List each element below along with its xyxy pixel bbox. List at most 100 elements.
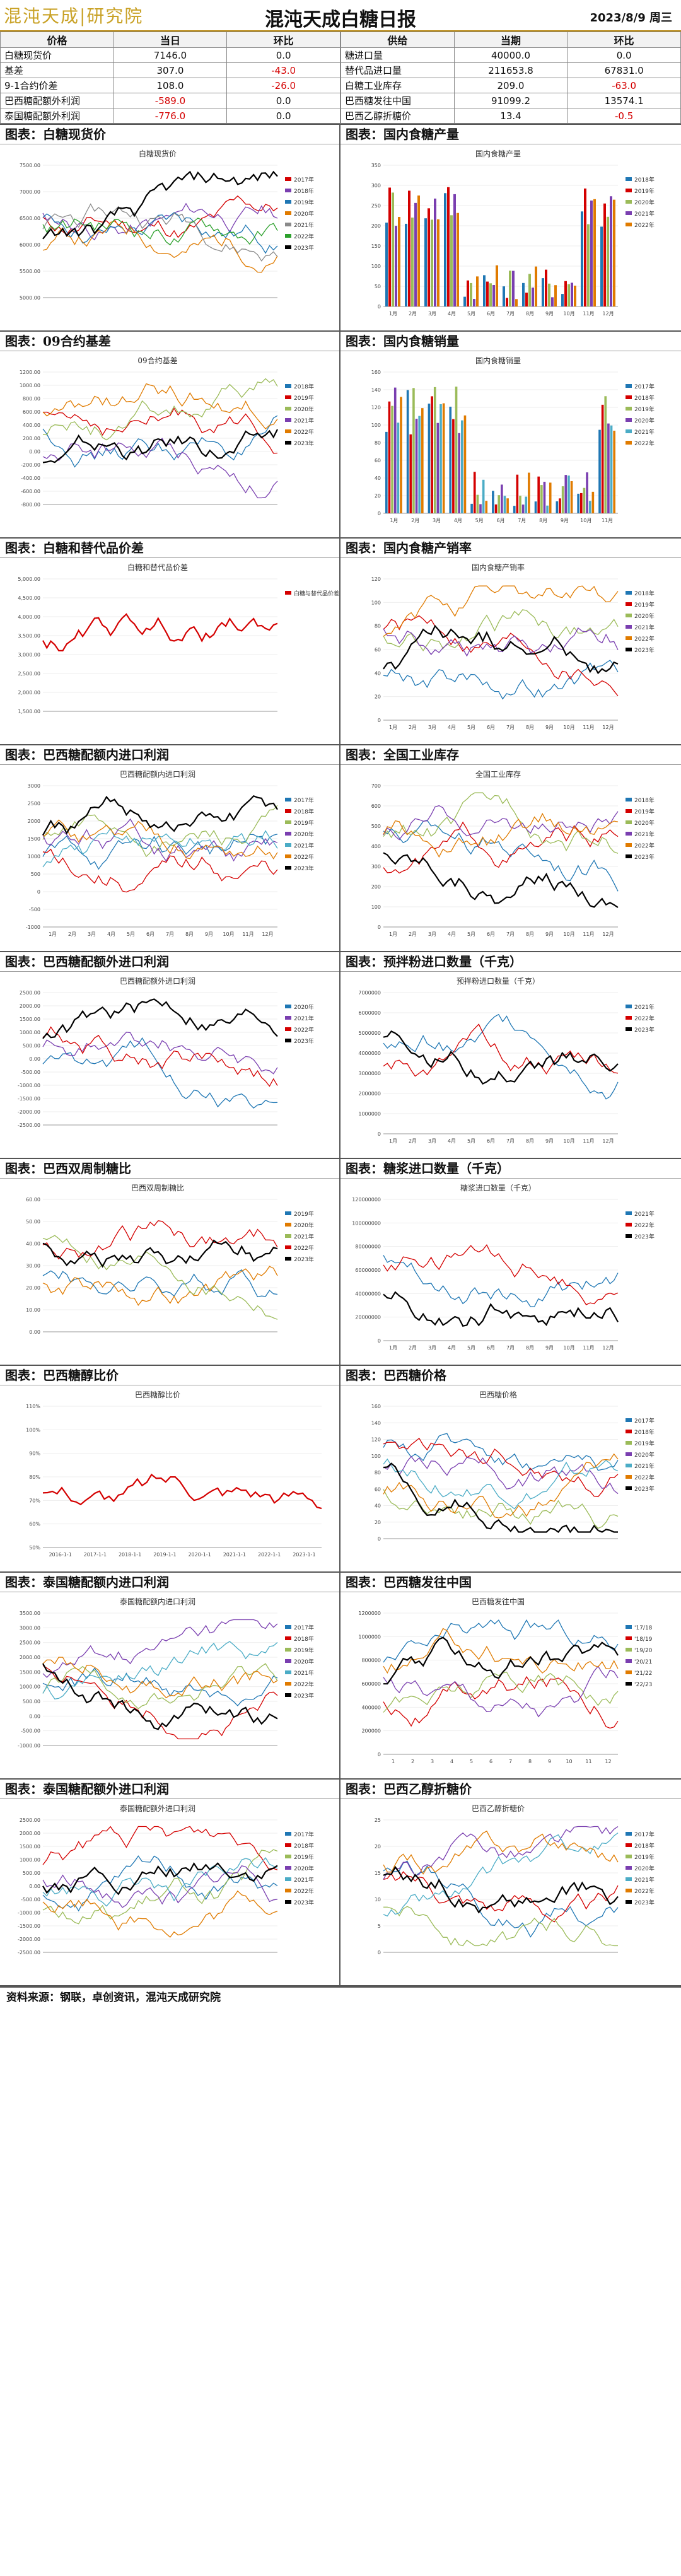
y-tick-label: -2500.00 — [18, 1950, 40, 1955]
bar-mark — [436, 423, 439, 513]
bar-mark — [476, 494, 479, 513]
series-line — [383, 1636, 619, 1685]
legend-swatch — [626, 418, 632, 422]
y-tick-label: 110% — [26, 1404, 40, 1409]
x-tick-label: 6月 — [487, 1138, 495, 1144]
legend-swatch — [626, 832, 632, 836]
y-tick-label: -1000.00 — [18, 1743, 40, 1749]
legend-label: 2022年 — [294, 1887, 314, 1895]
bar-mark — [424, 218, 427, 306]
y-tick-label: 3,000.00 — [18, 652, 40, 658]
legend-label: 2020年 — [634, 612, 655, 620]
legend-label: 2023年 — [634, 1899, 655, 1906]
legend-swatch — [626, 1636, 632, 1640]
y-tick-label: 1000 — [28, 854, 40, 860]
legend-swatch — [626, 1452, 632, 1456]
bar-mark — [593, 199, 596, 306]
row-value: 307.0 — [113, 62, 228, 78]
x-tick-label: 5 — [470, 1759, 473, 1764]
chart-svg: 泰国糖配额外进口利润 -2500.00 -2000.00 -1500.00 -1000.… — [18, 1804, 314, 1955]
bar-mark — [568, 284, 570, 306]
row-change: -26.0 — [226, 78, 340, 93]
bar-mark — [458, 433, 460, 513]
bar-mark — [549, 482, 552, 513]
chart-svg: 国内食糖产量 0 50 100 150 200 250 300 350 1月 2月 3月 4月 5月 6月 7… — [371, 149, 655, 317]
row-label: 白糖工业库存 — [340, 78, 455, 93]
legend-label: 2018年 — [294, 1842, 314, 1850]
legend-label: 2020年 — [634, 1865, 655, 1872]
legend-swatch — [285, 1670, 291, 1674]
y-tick-label: 500 — [371, 824, 381, 829]
bar-mark — [561, 486, 564, 513]
x-tick-label: 5月 — [475, 518, 484, 523]
chart-svg: 巴西乙醇折糖价 0 5 10 15 20 25 2017年 2018年 2019年 2020年 202… — [375, 1804, 655, 1955]
x-tick-label: 4月 — [448, 1138, 456, 1144]
chart-title: 国内食糖销量 — [475, 356, 521, 365]
bar-mark — [409, 434, 412, 513]
y-tick-label: 1000.00 — [20, 1684, 40, 1690]
legend-swatch — [626, 1648, 632, 1652]
y-tick-label: 60 — [375, 647, 381, 653]
x-tick-label: 2月 — [409, 311, 417, 317]
bar-mark — [388, 187, 391, 306]
bar-mark — [501, 484, 503, 513]
chart-panel: 图表：巴西乙醇折糖价 巴西乙醇折糖价 0 5 10 15 20 25 2017年 2018年 201… — [340, 1780, 681, 1986]
x-tick-label: 11月 — [583, 931, 594, 937]
bar-mark — [546, 505, 549, 513]
series-line — [383, 1871, 619, 1923]
y-tick-label: 800.00 — [23, 396, 40, 402]
y-tick-label: 25 — [375, 1817, 381, 1823]
legend-swatch — [626, 843, 632, 847]
row-value: 7146.0 — [113, 47, 228, 63]
y-tick-label: -400.00 — [21, 475, 40, 481]
x-tick-label: 7月 — [518, 518, 526, 523]
legend-swatch — [285, 1625, 291, 1629]
y-tick-label: -500.00 — [21, 1069, 40, 1075]
legend-label: 2021年 — [634, 624, 655, 631]
legend-swatch — [626, 1016, 632, 1020]
legend-label: 2022年 — [634, 1221, 655, 1229]
series-line — [42, 795, 278, 836]
series-line — [42, 1826, 278, 1871]
bar-mark — [613, 430, 615, 513]
x-tick-label: 4月 — [107, 931, 115, 937]
series-line — [42, 1026, 278, 1087]
series-line — [42, 1855, 278, 1912]
legend-swatch — [626, 1464, 632, 1467]
x-tick-label: 9月 — [561, 518, 569, 523]
chart-caption: 图表：糖浆进口数量（千克） — [340, 1159, 681, 1179]
series-line — [42, 378, 278, 441]
bar-mark — [542, 278, 544, 306]
bar-mark — [453, 194, 456, 306]
y-tick-label: 80 — [375, 624, 381, 629]
legend-label: 2021年 — [634, 1003, 655, 1011]
y-tick-label: 2500 — [28, 801, 40, 807]
y-tick-label: 800000 — [361, 1658, 381, 1664]
legend-swatch — [626, 1027, 632, 1031]
legend-label: 2020年 — [294, 210, 314, 218]
legend-swatch — [285, 245, 291, 249]
chart-panel: 图表：白糖和替代品价差 白糖和替代品价差 1,500.00 2,000.00 2,500… — [0, 539, 340, 745]
series-line — [42, 1619, 278, 1678]
bar-mark — [509, 271, 511, 306]
y-tick-label: 200 — [371, 884, 381, 890]
chart-grid: 图表：白糖现货价 白糖现货价 5000.00 5500.00 6000.00 6500.0… — [0, 125, 681, 1986]
chart-svg: 巴西糖配额内进口利润 -1000 -500 0 500 1000 1500 2000 2500 3… — [26, 769, 314, 937]
chart-svg: 巴西糖价格 0 20 40 60 80 100 120 140 160 2017年 2018年 2019… — [371, 1390, 655, 1542]
y-tick-label: -500 — [29, 907, 40, 912]
table-row: 白糖工业库存 209.0 -63.0 — [340, 78, 681, 93]
bar-mark — [411, 218, 414, 306]
bar-mark — [603, 203, 606, 306]
y-tick-label: 3500.00 — [20, 1611, 40, 1616]
bar-mark — [545, 269, 547, 306]
price-table: 价格 当日 环比 白糖现货价 7146.0 0.0 基差 307.0 -43.0 9-1… — [0, 32, 340, 124]
bar-mark — [470, 283, 472, 306]
legend-label: 2022年 — [634, 635, 655, 643]
row-change: -0.5 — [567, 108, 681, 124]
legend-label: 2023年 — [634, 646, 655, 654]
y-tick-label: 20 — [375, 694, 381, 700]
legend-label: 2020年 — [294, 1221, 314, 1229]
legend-label: 2020年 — [294, 830, 314, 838]
row-change: -63.0 — [567, 78, 681, 93]
series-line — [42, 1663, 278, 1710]
